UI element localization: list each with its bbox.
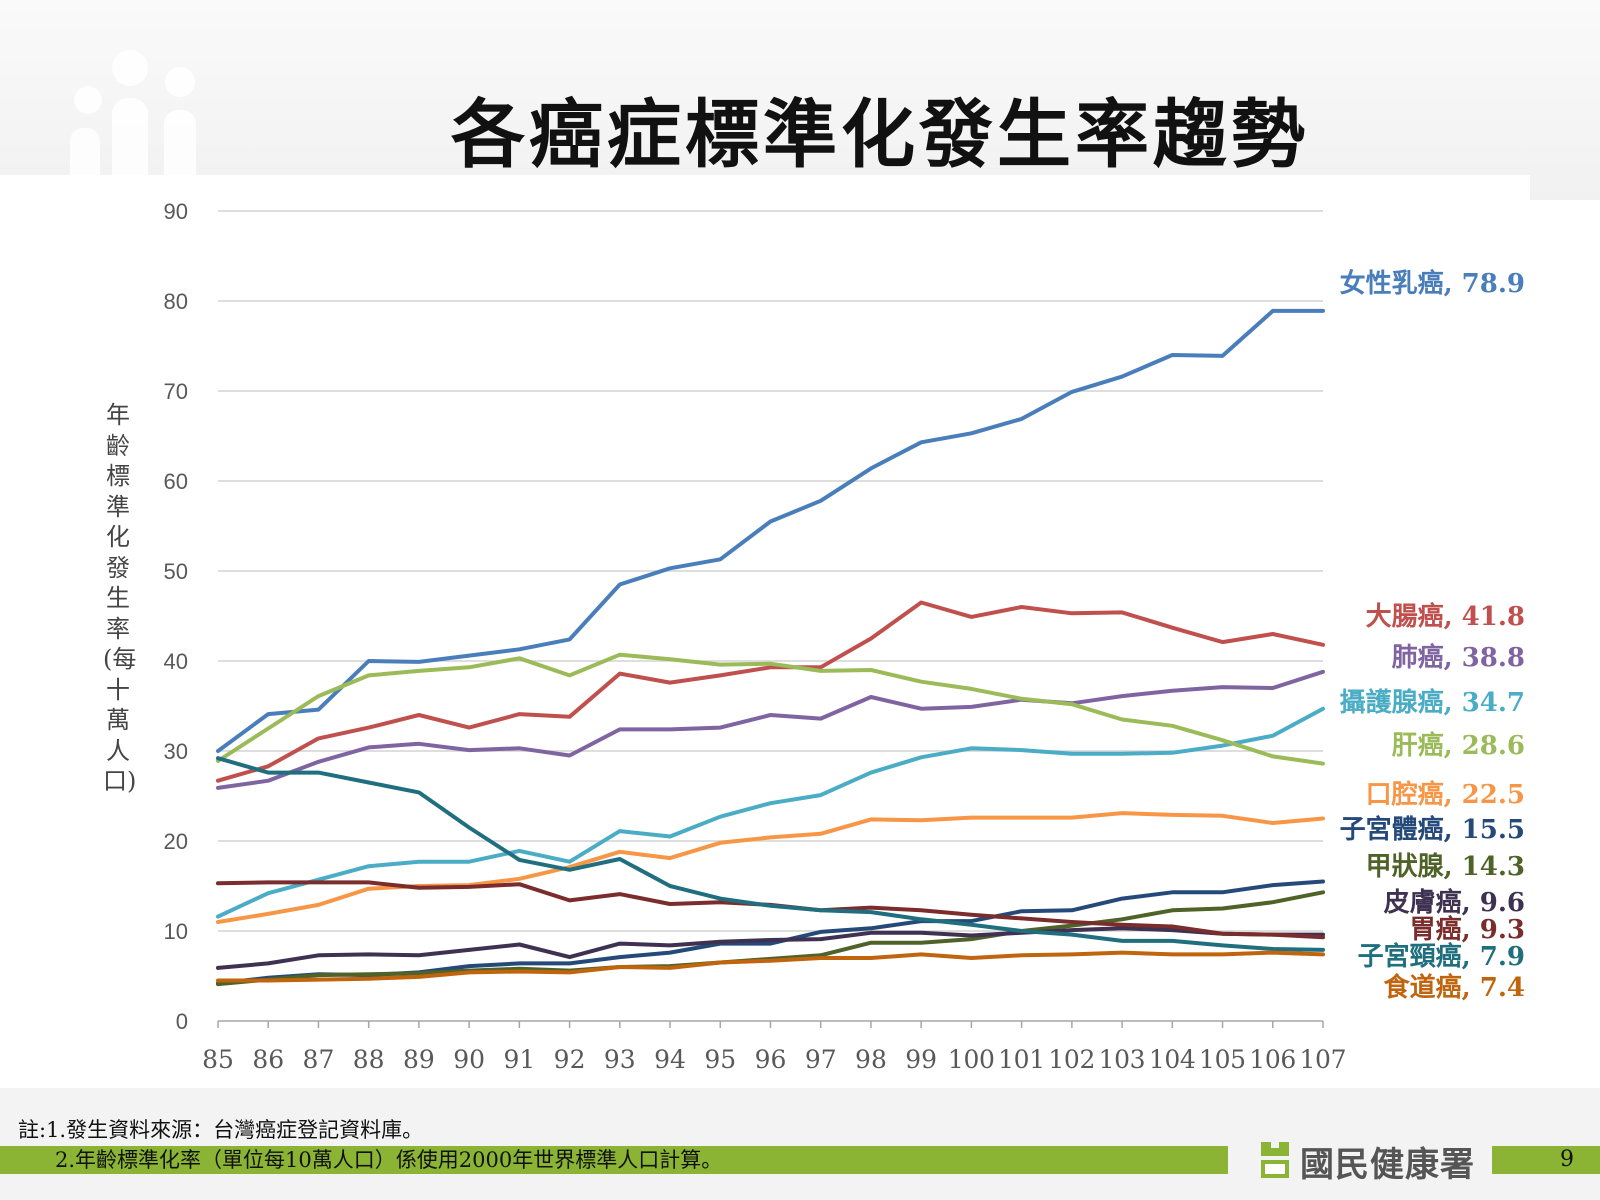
y-tick-label: 10 [164,919,188,944]
x-tick-label: 107 [1300,1045,1347,1074]
page-number: 9 [1560,1147,1574,1172]
y-tick-label: 90 [164,199,188,224]
y-axis-title: 年齡標準化發生率(每十萬人口) [103,401,137,795]
x-tick-labels: 85 86 87 88 89 90 91 92 93 94 95 96 97 98 99 100 101 102 1… [202,1045,1346,1074]
footnote-source: 註:1.發生資料來源：台灣癌症登記資料庫。 [18,1118,424,1142]
page-title: 各癌症標準化發生率趨勢 [451,92,1309,178]
axes [217,1020,1324,1028]
x-tick-label: 86 [252,1045,284,1074]
footnote-bar [0,1146,1228,1174]
series-end-label: 食道癌, 7.4 [1384,972,1525,1003]
series-end-label: 攝護腺癌, 34.7 [1340,687,1525,718]
footnote-method: 2.年齡標準化率（單位每10萬人口）係使用2000年世界標準人口計算。 [55,1148,723,1172]
series-end-label: 甲狀腺, 14.3 [1366,852,1525,882]
x-tick-label: 88 [353,1045,385,1074]
x-tick-label: 90 [453,1045,485,1074]
y-tick-label: 30 [164,739,188,764]
x-tick-label: 89 [403,1045,435,1074]
footer-band [0,1088,1600,1200]
series-line-5 [216,652,1325,766]
x-tick-label: 99 [905,1045,937,1074]
page-number-bar [1492,1146,1600,1174]
series-end-label: 肝癌, 28.6 [1392,730,1525,761]
y-tick-label: 0 [176,1009,188,1034]
series-end-label: 肺癌, 38.8 [1392,642,1525,673]
series-line-12 [216,950,1325,983]
series-end-label: 大腸癌, 41.8 [1366,601,1525,632]
series-line-9 [216,926,1325,970]
x-tick-label: 85 [202,1045,234,1074]
series-line-3 [216,669,1325,790]
y-tick-label: 50 [164,559,188,584]
x-tick-label: 106 [1249,1045,1296,1074]
gridlines [218,210,1323,932]
x-tick-label: 103 [1099,1045,1146,1074]
series-line-4 [216,706,1325,919]
series-end-labels: 女性乳癌, 78.9 大腸癌, 41.8 肺癌, 38.8 攝護腺癌, 34.7 肝癌,… [1340,268,1525,1003]
series-line-7 [216,879,1325,986]
x-tick-label: 100 [948,1045,995,1074]
series-end-label: 胃癌, 9.3 [1410,914,1525,945]
y-tick-label: 60 [164,469,188,494]
x-tick-label: 91 [503,1045,535,1074]
series-end-label: 皮膚癌, 9.6 [1384,887,1525,918]
y-tick-label: 40 [164,649,188,674]
series-end-label: 口腔癌, 22.5 [1366,779,1525,810]
y-tick-label: 20 [164,829,188,854]
x-tick-label: 96 [755,1045,787,1074]
y-tick-labels: 0 10 20 30 40 50 60 70 80 90 [164,199,188,1034]
x-tick-label: 102 [1048,1045,1095,1074]
y-tick-label: 70 [164,379,188,404]
x-tick-label: 97 [805,1045,837,1074]
x-tick-label: 105 [1199,1045,1246,1074]
x-tick-label: 93 [604,1045,636,1074]
series-line-1 [216,308,1325,753]
x-tick-label: 95 [704,1045,736,1074]
organization-name: 國民健康署 [1300,1145,1475,1185]
y-tick-label: 80 [164,289,188,314]
x-tick-label: 94 [654,1045,686,1074]
series-line-11 [216,756,1325,952]
x-tick-label: 98 [855,1045,887,1074]
series-end-label: 子宮頸癌, 7.9 [1358,941,1525,972]
x-tick-label: 101 [998,1045,1045,1074]
series-lines [216,308,1325,987]
x-tick-label: 87 [303,1045,335,1074]
x-tick-label: 92 [554,1045,586,1074]
series-end-label: 女性乳癌, 78.9 [1340,268,1525,299]
x-tick-label: 104 [1149,1045,1196,1074]
series-line-2 [216,600,1325,783]
hpa-logo-icon [1261,1142,1289,1178]
series-end-label: 子宮體癌, 15.5 [1340,814,1525,845]
